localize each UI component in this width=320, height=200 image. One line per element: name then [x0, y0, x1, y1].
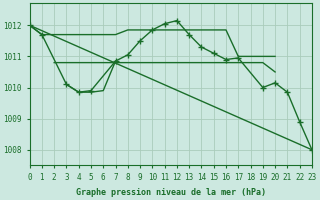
X-axis label: Graphe pression niveau de la mer (hPa): Graphe pression niveau de la mer (hPa)	[76, 188, 266, 197]
